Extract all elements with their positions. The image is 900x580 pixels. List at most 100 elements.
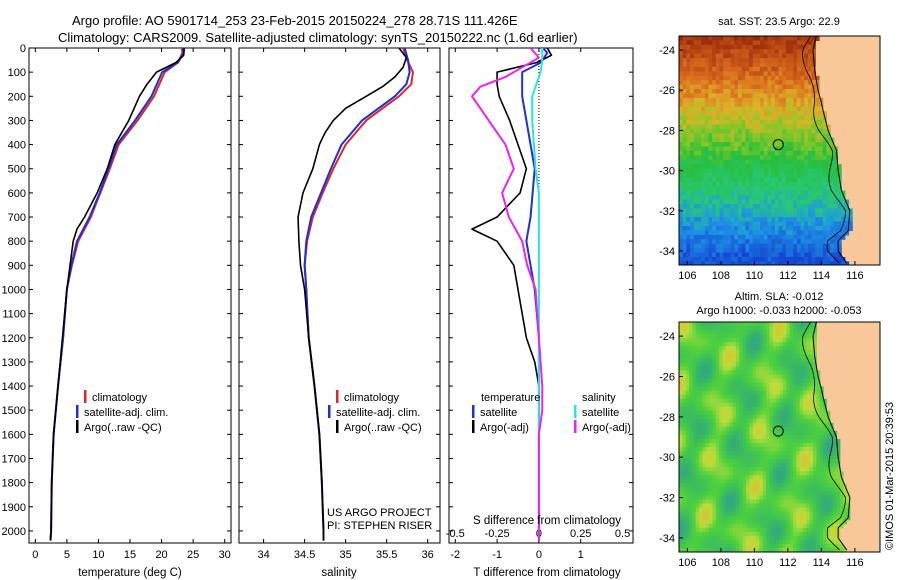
- map-cell: [776, 499, 781, 505]
- map-cell: [815, 230, 820, 236]
- map-cell: [730, 248, 735, 254]
- map-cell: [690, 75, 695, 81]
- x-tick-label: 15: [124, 549, 136, 561]
- map-cell: [815, 159, 820, 165]
- map-cell: [695, 390, 700, 396]
- map-cell: [807, 53, 813, 59]
- map-cell: [705, 390, 710, 396]
- map-cell: [779, 479, 784, 485]
- map-cell: [697, 252, 702, 258]
- map-cell: [833, 190, 839, 196]
- map-cell: [767, 49, 772, 55]
- map-cell: [796, 230, 802, 236]
- map-cell: [826, 439, 831, 444]
- map-cell: [693, 230, 699, 236]
- map-cell: [749, 168, 754, 174]
- map-cell: [719, 519, 724, 525]
- map-cell: [690, 137, 695, 143]
- map-cell: [705, 463, 710, 468]
- map-cell: [679, 252, 684, 258]
- map-cell: [699, 459, 704, 464]
- map-cell: [767, 234, 772, 240]
- map-cell: [799, 539, 804, 545]
- map-cell: [686, 142, 691, 148]
- map-cell: [823, 503, 827, 509]
- map-cell: [796, 475, 801, 480]
- map-cell: [735, 475, 740, 480]
- map-cell: [793, 234, 798, 240]
- map-cell: [819, 252, 824, 258]
- map-cell: [772, 346, 777, 351]
- map-cell: [685, 459, 690, 464]
- map-cell: [692, 330, 697, 335]
- map-cell: [697, 75, 702, 81]
- map-cell: [756, 106, 761, 112]
- map-cell: [771, 186, 776, 192]
- map-cell: [792, 354, 797, 359]
- map-cell: [749, 519, 754, 525]
- map-cell: [745, 62, 750, 68]
- map-cell: [804, 195, 809, 201]
- map-cell: [712, 382, 717, 388]
- map-cell: [809, 354, 814, 359]
- map-cell: [701, 221, 706, 227]
- map-cell: [776, 430, 781, 436]
- map-cell: [705, 358, 710, 363]
- map-cell: [692, 338, 697, 343]
- map-cell: [800, 44, 805, 50]
- map-cell: [737, 62, 743, 68]
- map-cell: [741, 150, 746, 156]
- map-cell: [695, 362, 700, 367]
- map-cell: [702, 410, 707, 416]
- map-cell: [732, 503, 737, 509]
- map-cell: [816, 495, 821, 501]
- map-cell: [705, 483, 710, 489]
- map-cell: [737, 181, 743, 187]
- map-cell: [774, 84, 780, 90]
- map-cell: [729, 467, 734, 472]
- map-cell: [819, 208, 824, 214]
- map-cell: [699, 394, 704, 400]
- map-cell: [752, 378, 757, 384]
- map-cell: [734, 243, 739, 249]
- y-tick-label: 1200: [2, 333, 26, 345]
- map-cell: [695, 487, 700, 493]
- map-cell: [725, 402, 730, 408]
- map-cell: [690, 119, 695, 125]
- map-cell: [809, 439, 814, 444]
- map-cell: [823, 511, 827, 517]
- map-cell: [789, 443, 794, 448]
- map-cell: [712, 326, 717, 331]
- map-cell: [686, 93, 691, 99]
- map-cell: [712, 71, 717, 77]
- map-cell: [779, 382, 784, 388]
- map-cell: [806, 322, 811, 327]
- map-cell: [776, 515, 781, 521]
- map-cell: [692, 362, 697, 367]
- map-cell: [752, 370, 757, 376]
- map-cell: [686, 256, 691, 262]
- map-cell: [807, 195, 813, 201]
- map-cell: [722, 374, 727, 380]
- map-cell: [752, 503, 757, 509]
- map-cell: [746, 475, 750, 480]
- map-cell: [809, 535, 814, 541]
- map-cell: [686, 111, 691, 117]
- map-cell: [689, 519, 693, 525]
- map-cell: [772, 334, 777, 339]
- map-cell: [782, 40, 787, 46]
- map-cell: [782, 75, 787, 81]
- map-cell: [767, 80, 772, 86]
- map-cell: [778, 71, 783, 77]
- map-cell: [763, 217, 769, 223]
- map-cell: [745, 106, 750, 112]
- map-cell: [732, 447, 737, 452]
- map-cell: [822, 146, 827, 152]
- map-cell: [800, 124, 805, 130]
- map-cell: [730, 58, 735, 64]
- map-cell: [822, 128, 827, 134]
- map-cell: [693, 199, 699, 205]
- map-cell: [735, 535, 740, 541]
- map-cell: [786, 451, 791, 456]
- map-cell: [806, 479, 811, 485]
